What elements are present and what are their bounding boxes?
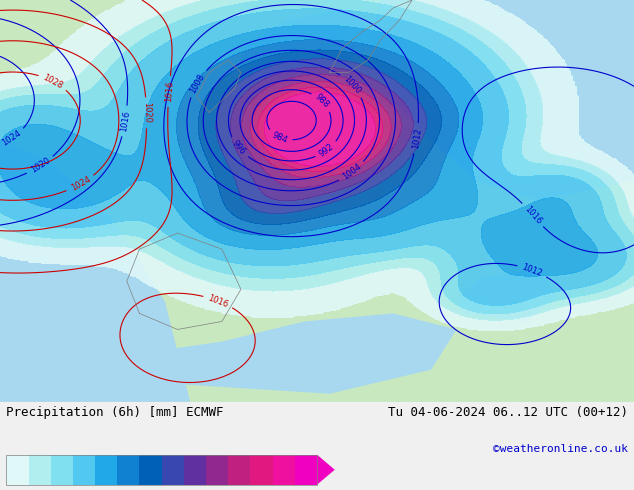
Text: 1012: 1012 [411,127,423,149]
Text: 1008: 1008 [188,72,207,95]
Bar [162,455,184,485]
Bar [95,455,117,485]
Polygon shape [368,0,634,201]
Polygon shape [0,141,190,402]
Text: 984: 984 [271,130,289,145]
Text: 992: 992 [318,142,335,158]
Bar [273,455,295,485]
Text: 1016: 1016 [119,110,131,132]
Bar [295,455,317,485]
Text: 1016: 1016 [207,293,230,309]
Polygon shape [241,8,380,80]
Bar [73,455,95,485]
Text: 1024: 1024 [0,129,23,148]
Text: 1020: 1020 [142,102,152,123]
Text: 988: 988 [313,93,331,110]
Bar [139,455,162,485]
Polygon shape [139,314,456,394]
Bar [228,455,250,485]
Text: 1024: 1024 [69,175,92,193]
Bar [6,455,29,485]
Text: 1028: 1028 [42,73,65,90]
Bar [51,455,73,485]
Polygon shape [317,455,335,485]
Text: 1020: 1020 [29,156,51,175]
Bar [29,455,51,485]
Text: 1004: 1004 [341,162,363,182]
Bar [206,455,228,485]
Bar [184,455,206,485]
Bar [6,455,317,485]
Bar [250,455,273,485]
Text: 1012: 1012 [521,262,543,278]
Text: 1016: 1016 [522,204,543,226]
Text: 1000: 1000 [342,74,363,96]
Text: Tu 04-06-2024 06..12 UTC (00+12): Tu 04-06-2024 06..12 UTC (00+12) [387,406,628,419]
Polygon shape [456,269,558,321]
Text: ©weatheronline.co.uk: ©weatheronline.co.uk [493,444,628,454]
Text: 1016: 1016 [164,80,174,102]
Bar [117,455,139,485]
Text: Precipitation (6h) [mm] ECMWF: Precipitation (6h) [mm] ECMWF [6,406,224,419]
Text: 996: 996 [230,139,247,157]
Polygon shape [0,0,634,402]
